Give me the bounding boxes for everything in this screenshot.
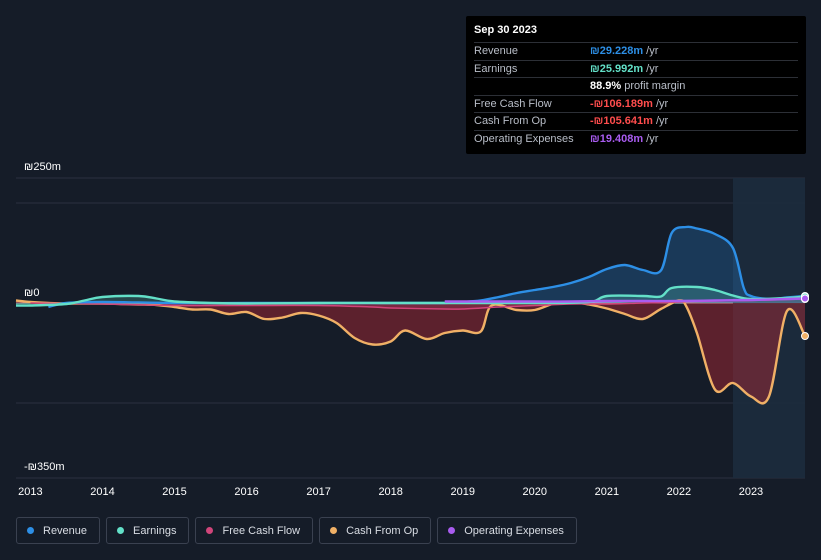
tooltip-unit: /yr bbox=[646, 62, 659, 75]
cash-from-op-area bbox=[16, 300, 805, 404]
legend-label: Operating Expenses bbox=[464, 524, 564, 537]
y-axis-bottom-label: -₪350m bbox=[24, 461, 65, 473]
data-tooltip: Sep 30 2023 Revenue ₪29.228m /yr Earning… bbox=[466, 16, 806, 154]
y-axis-top-label: ₪250m bbox=[24, 161, 61, 173]
tooltip-value: ₪29.228m bbox=[590, 45, 644, 58]
x-tick-label: 2013 bbox=[18, 486, 42, 498]
tooltip-row-cash-from-op: Cash From Op -₪105.641m /yr bbox=[474, 113, 798, 131]
tooltip-row-operating-expenses: Operating Expenses ₪19.408m /yr bbox=[474, 131, 798, 148]
x-tick-label: 2021 bbox=[595, 486, 619, 498]
tooltip-date: Sep 30 2023 bbox=[474, 24, 798, 43]
tooltip-unit: /yr bbox=[655, 97, 669, 110]
cash-from-op-end-marker bbox=[801, 332, 809, 340]
x-tick-label: 2022 bbox=[667, 486, 691, 498]
tooltip-label: Earnings bbox=[474, 62, 518, 75]
x-tick-label: 2018 bbox=[378, 486, 402, 498]
tooltip-label: Cash From Op bbox=[474, 115, 547, 128]
legend-item-free-cash-flow[interactable]: Free Cash Flow bbox=[195, 517, 314, 544]
highlight-region bbox=[732, 178, 805, 478]
tooltip-unit: /yr bbox=[646, 45, 659, 58]
tooltip-value: -₪105.641m bbox=[590, 115, 653, 128]
x-tick-label: 2019 bbox=[450, 486, 474, 498]
legend-label: Free Cash Flow bbox=[222, 524, 301, 537]
tooltip-value: ₪19.408m bbox=[590, 132, 644, 145]
tooltip-label: Revenue bbox=[474, 45, 519, 58]
legend-dot-icon bbox=[448, 527, 456, 534]
tooltip-row-earnings: Earnings ₪25.992m /yr bbox=[474, 61, 798, 78]
legend-item-revenue[interactable]: Revenue bbox=[16, 517, 101, 544]
tooltip-value: 88.9% bbox=[590, 80, 622, 93]
legend-dot-icon bbox=[27, 527, 34, 534]
legend-item-earnings[interactable]: Earnings bbox=[106, 517, 190, 544]
chart-legend: Revenue Earnings Free Cash Flow Cash Fro… bbox=[16, 517, 577, 544]
legend-label: Earnings bbox=[133, 524, 177, 537]
tooltip-row-profit-margin: 88.9% profit margin bbox=[474, 78, 798, 96]
tooltip-value: ₪25.992m bbox=[590, 62, 644, 75]
legend-item-operating-expenses[interactable]: Operating Expenses bbox=[437, 517, 577, 544]
x-tick-label: 2023 bbox=[739, 486, 763, 498]
legend-dot-icon bbox=[117, 527, 125, 534]
legend-label: Cash From Op bbox=[346, 524, 419, 537]
y-axis-zero-label: ₪0 bbox=[24, 287, 39, 299]
x-tick-label: 2014 bbox=[90, 486, 114, 498]
operating-expenses-line bbox=[444, 297, 806, 303]
tooltip-value: -₪106.189m bbox=[590, 97, 653, 110]
earnings-line bbox=[15, 285, 806, 307]
legend-label: Revenue bbox=[43, 524, 88, 537]
x-tick-label: 2015 bbox=[162, 486, 186, 498]
tooltip-unit: /yr bbox=[646, 132, 659, 145]
tooltip-row-revenue: Revenue ₪29.228m /yr bbox=[474, 43, 798, 61]
tooltip-row-free-cash-flow: Free Cash Flow -₪106.189m /yr bbox=[474, 96, 798, 113]
legend-dot-icon bbox=[206, 527, 214, 534]
revenue-area bbox=[48, 226, 805, 307]
tooltip-label: Free Cash Flow bbox=[474, 97, 552, 110]
x-tick-label: 2016 bbox=[234, 486, 258, 498]
legend-item-cash-from-op[interactable]: Cash From Op bbox=[319, 517, 432, 544]
tooltip-unit: /yr bbox=[655, 115, 669, 128]
tooltip-label: Operating Expenses bbox=[474, 132, 574, 145]
operating-expenses-end-marker bbox=[801, 294, 809, 303]
x-tick-label: 2017 bbox=[306, 486, 330, 498]
tooltip-unit: profit margin bbox=[624, 80, 686, 93]
legend-dot-icon bbox=[330, 527, 338, 534]
x-tick-label: 2020 bbox=[523, 486, 547, 498]
